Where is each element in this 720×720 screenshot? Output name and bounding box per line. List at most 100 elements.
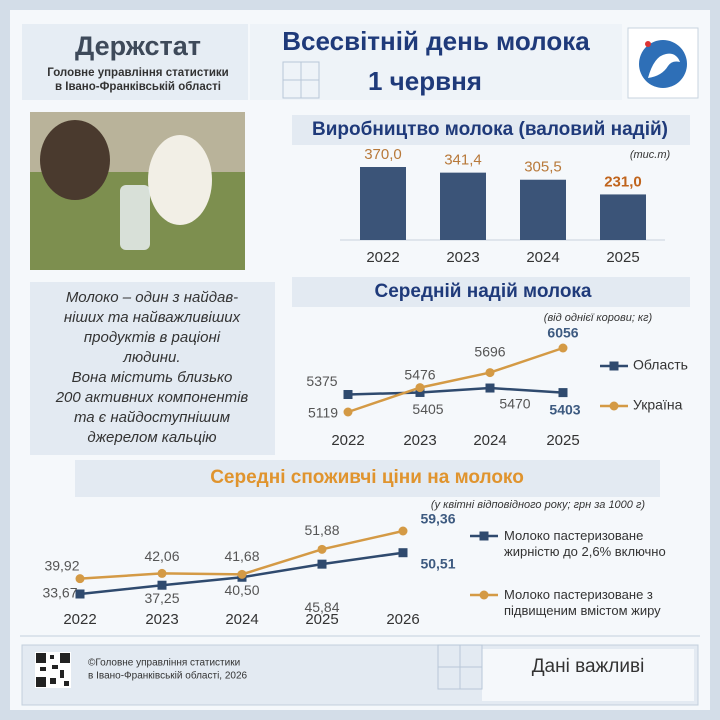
copyright: ©Головне управління статистики	[88, 658, 240, 669]
bar	[440, 172, 486, 240]
date: 1 червня	[368, 66, 482, 96]
value-label: 5403	[549, 401, 580, 417]
point	[398, 548, 408, 558]
logo-subtitle: в Івано-Франківській області	[55, 81, 221, 93]
bar	[360, 167, 406, 240]
chart-title: Середні споживчі ціни на молоко	[210, 467, 524, 488]
value-label: 37,25	[144, 590, 179, 606]
photo	[148, 135, 212, 225]
x-tick-label: 2023	[446, 249, 479, 266]
point	[157, 568, 167, 578]
value-label: 42,06	[144, 548, 179, 564]
x-tick-label: 2026	[386, 611, 419, 628]
point	[479, 590, 489, 600]
value-label: 341,4	[444, 152, 482, 169]
chart-title: Виробництво молока (валовий надій)	[312, 119, 668, 140]
slogan: Дані важливі	[532, 656, 645, 677]
x-tick-label: 2022	[63, 611, 96, 628]
footer-panel	[482, 649, 694, 701]
qr-code	[36, 653, 70, 687]
x-tick-label: 2022	[366, 249, 399, 266]
legend-label: Молоко пастеризоване жирністю до 2,6% вк…	[504, 528, 666, 559]
line	[347, 346, 564, 414]
emblem	[648, 53, 680, 78]
point	[558, 343, 568, 353]
point	[317, 559, 327, 569]
point	[75, 589, 85, 599]
value-label: 305,5	[524, 159, 562, 176]
x-tick-label: 2025	[305, 611, 338, 628]
point	[415, 383, 425, 393]
intro-text: та є найдоступнішим	[74, 409, 230, 426]
subtitle: (у квітні відповідного року; грн за 1000…	[431, 499, 645, 511]
value-label: 5470	[499, 396, 530, 412]
chart-title: Середній надій молока	[374, 281, 591, 302]
value-label: 5696	[474, 343, 505, 359]
emblem	[645, 41, 651, 47]
title-band	[292, 115, 690, 145]
point	[343, 407, 353, 417]
value-label: 5476	[404, 366, 435, 382]
bar	[600, 194, 646, 240]
logo-text: Держстат	[75, 31, 201, 61]
value-label: 6056	[547, 325, 578, 341]
logo-subtitle: Головне управління статистики	[47, 67, 229, 79]
intro-text: 200 активних компонентів	[55, 389, 249, 406]
point	[609, 401, 619, 411]
value-label: 45,84	[304, 599, 339, 615]
x-tick-label: 2024	[225, 611, 258, 628]
x-tick-label: 2022	[331, 432, 364, 449]
intro-text: ніших та найважливіших	[64, 309, 241, 326]
intro-text: джерелом кальцію	[87, 429, 216, 446]
intro-text: продуктів в раціоні	[84, 329, 221, 346]
line	[347, 386, 564, 396]
value-label: 50,51	[420, 555, 455, 571]
point	[317, 544, 327, 554]
main-title: Всесвітній день молока	[282, 26, 590, 56]
point	[343, 390, 353, 400]
point	[415, 387, 425, 397]
unit: (тис.т)	[630, 149, 671, 161]
value-label: 51,88	[304, 522, 339, 538]
x-tick-label: 2024	[526, 249, 559, 266]
value-label: 231,0	[604, 173, 642, 190]
legend-label: Україна	[633, 397, 683, 413]
legend-label: Область	[633, 357, 688, 373]
logo-box	[22, 24, 248, 100]
point	[75, 574, 85, 584]
photo	[40, 120, 110, 200]
x-tick-label: 2025	[606, 249, 639, 266]
value-label: 41,68	[224, 548, 259, 564]
subtitle: (від однієї корови; кг)	[544, 312, 653, 324]
copyright: в Івано-Франківській області, 2026	[88, 670, 248, 682]
title-band	[292, 277, 690, 307]
intro-box	[30, 282, 275, 455]
point	[558, 388, 568, 398]
value-label: 59,36	[420, 511, 455, 527]
value-label: 39,92	[44, 557, 79, 573]
title-band	[75, 460, 660, 497]
point	[398, 526, 408, 536]
value-label: 370,0	[364, 146, 402, 163]
point	[157, 580, 167, 590]
point	[485, 383, 495, 393]
value-label: 33,67	[42, 585, 77, 601]
x-tick-label: 2023	[145, 611, 178, 628]
point	[485, 368, 495, 378]
x-tick-label: 2023	[403, 432, 436, 449]
value-label: 5375	[306, 373, 337, 389]
bar	[520, 179, 566, 240]
legend-label: Молоко пастеризоване з підвищеним вмісто…	[504, 587, 661, 618]
point	[237, 569, 247, 579]
intro-text: Вона містить близько	[72, 369, 233, 386]
value-label: 5119	[308, 405, 338, 421]
intro-text: Молоко – один з найдав-	[66, 289, 238, 306]
value-label: 5405	[412, 401, 443, 417]
point	[479, 531, 489, 541]
photo	[120, 185, 150, 250]
intro-text: людини.	[122, 349, 180, 366]
x-tick-label: 2024	[473, 432, 506, 449]
point	[609, 361, 619, 371]
